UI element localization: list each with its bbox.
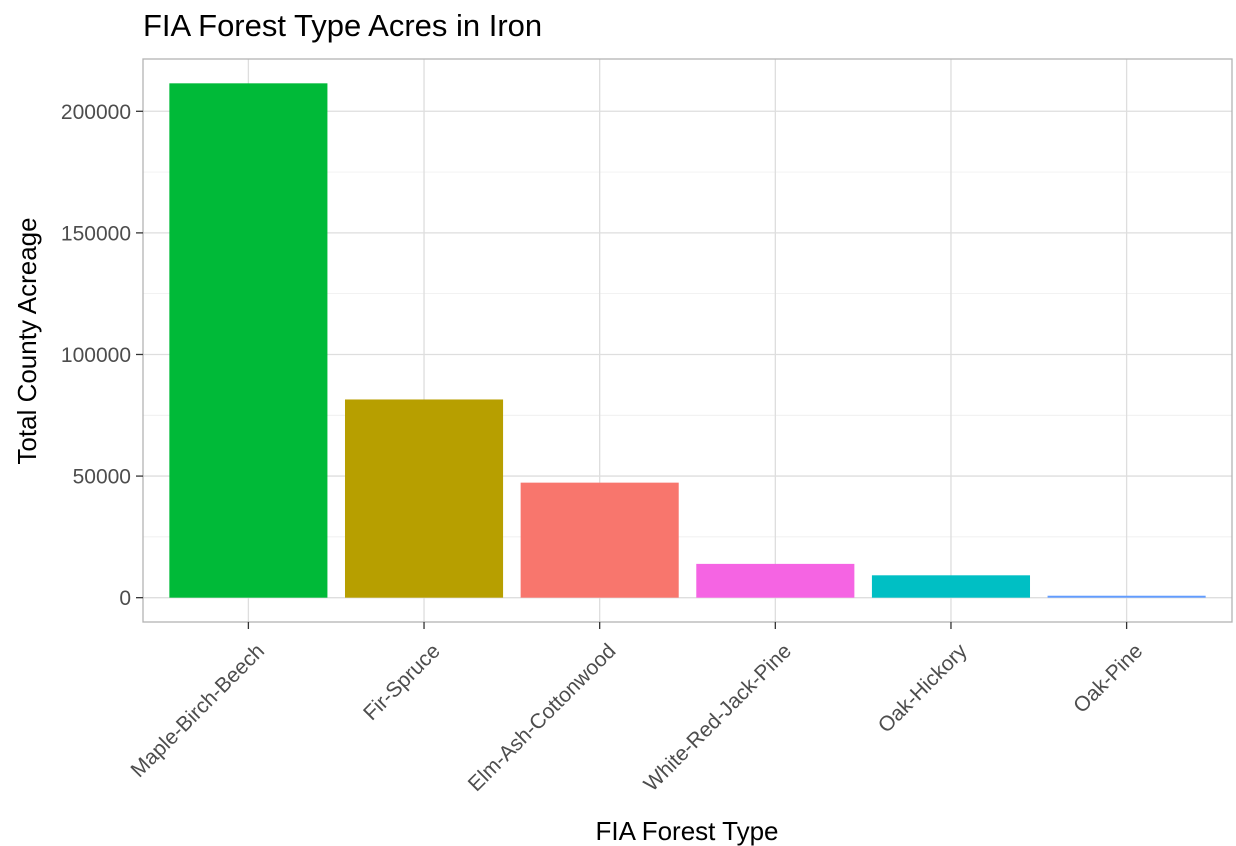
x-axis: Maple-Birch-Beech Fir-Spruce Elm-Ash-Cotto… bbox=[127, 622, 1147, 796]
bar-fir-spruce bbox=[344, 399, 504, 598]
y-axis-title: Total County Acreage bbox=[12, 217, 42, 464]
bar-white-red-jack-pine bbox=[696, 563, 855, 598]
bar-oak-pine bbox=[1047, 595, 1206, 598]
y-tick-label: 150000 bbox=[61, 222, 131, 245]
y-tick-label: 200000 bbox=[61, 101, 131, 124]
y-tick-label: 100000 bbox=[61, 344, 131, 367]
x-tick-label: Oak-Pine bbox=[1069, 639, 1147, 717]
chart-title: FIA Forest Type Acres in Iron bbox=[143, 8, 542, 43]
plot-border bbox=[142, 58, 1233, 623]
x-tick-label: Fir-Spruce bbox=[359, 639, 445, 725]
bar-oak-hickory bbox=[871, 575, 1031, 598]
bar-elm-ash-cottonwood bbox=[520, 482, 679, 598]
x-tick-label: White-Red-Jack-Pine bbox=[639, 639, 796, 796]
y-tick-label: 50000 bbox=[73, 466, 131, 489]
x-axis-title: FIA Forest Type bbox=[595, 816, 778, 846]
bars bbox=[169, 83, 1206, 598]
x-tick-label: Maple-Birch-Beech bbox=[127, 639, 270, 782]
x-tick-label: Oak-Hickory bbox=[874, 639, 972, 737]
y-axis: 0 50000 100000 150000 200000 bbox=[61, 101, 143, 610]
y-tick-label: 0 bbox=[119, 587, 131, 610]
bar-maple-birch-beech bbox=[169, 83, 328, 598]
x-tick-label: Elm-Ash-Cottonwood bbox=[464, 639, 621, 796]
